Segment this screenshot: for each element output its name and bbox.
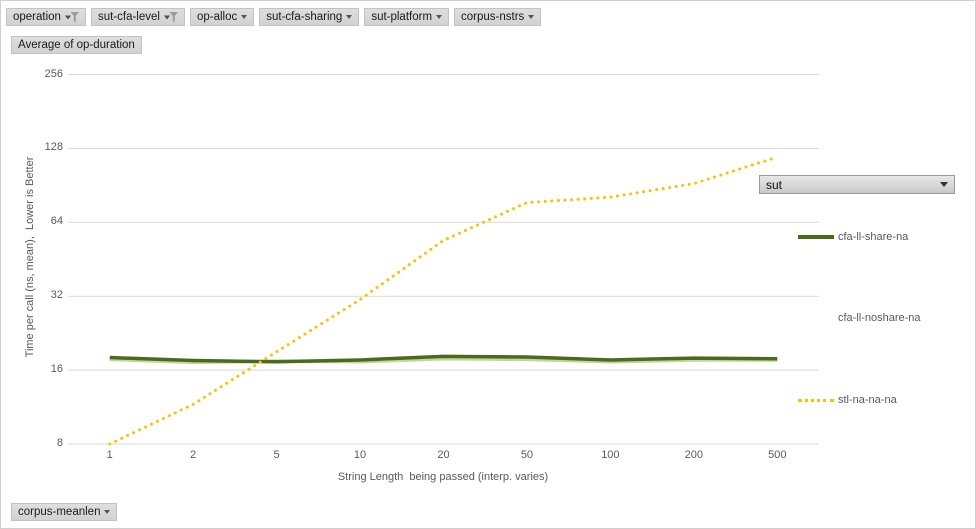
value-field-label: Average of op-duration: [18, 39, 135, 51]
filter-button-label: corpus-nstrs: [461, 11, 525, 23]
filter-funnel-icon: [64, 11, 79, 23]
x-tick-label: 20: [437, 449, 450, 461]
y-tick-label: 128: [44, 141, 63, 154]
value-field-button[interactable]: Average of op-duration: [11, 36, 142, 54]
dropdown-arrow-icon: [940, 182, 948, 187]
legend-field-dropdown-sut[interactable]: sut: [759, 175, 955, 194]
dropdown-arrow-icon: [528, 15, 535, 19]
x-axis-title: String Length being passed (interp. vari…: [337, 471, 549, 483]
legend-line-sample: [798, 398, 834, 402]
filter-button-label: operation: [13, 11, 61, 23]
legend-field-label: sut: [766, 177, 783, 192]
filter-button-op-alloc[interactable]: op-alloc: [189, 8, 255, 26]
filter-button-sut-cfa-level[interactable]: sut-cfa-level: [90, 8, 185, 26]
x-tick-label: 1: [106, 449, 113, 461]
y-tick-label: 8: [56, 437, 63, 449]
filter-button-label: op-alloc: [196, 11, 238, 23]
dropdown-arrow-icon: [104, 510, 111, 514]
axis-field-label: corpus-meanlen: [18, 506, 101, 518]
filter-button-corpus-nstrs[interactable]: corpus-nstrs: [454, 8, 542, 26]
x-tick-label: 10: [353, 449, 367, 461]
filter-button-label: sut-cfa-level: [97, 11, 160, 23]
axis-field-button-corpus-meanlen[interactable]: corpus-meanlen: [11, 503, 118, 521]
filter-button-sut-cfa-sharing[interactable]: sut-cfa-sharing: [259, 8, 360, 26]
legend-label: cfa-ll-share-na: [838, 231, 909, 243]
x-tick-label: 5: [273, 449, 280, 461]
legend-item-cfa-ll-share-na[interactable]: cfa-ll-share-na: [798, 231, 908, 243]
filter-button-label: sut-cfa-sharing: [266, 11, 343, 23]
filter-button-operation[interactable]: operation: [6, 8, 86, 26]
filter-button-label: sut-platform: [371, 11, 433, 23]
x-tick-label: 2: [190, 449, 197, 461]
y-tick-label: 256: [44, 67, 63, 80]
dropdown-arrow-icon: [436, 15, 443, 19]
y-axis-title: Time per call (ns, mean), Lower is Bette…: [24, 156, 36, 358]
legend-item-stl-na-na-na[interactable]: stl-na-na-na: [798, 394, 897, 406]
legend-line-sample: [798, 235, 834, 239]
filter-button-sut-platform[interactable]: sut-platform: [364, 8, 450, 26]
legend-label: stl-na-na-na: [838, 394, 897, 406]
x-tick-label: 100: [601, 449, 620, 461]
dropdown-arrow-icon: [241, 15, 248, 19]
x-tick-label: 50: [520, 449, 534, 461]
x-tick-label: 500: [768, 449, 787, 461]
pivot-filter-bar: operation sut-cfa-level op-alloc sut-cfa…: [6, 8, 546, 26]
y-tick-label: 16: [50, 363, 63, 376]
y-tick-label: 32: [50, 289, 63, 302]
legend-label: cfa-ll-noshare-na: [838, 312, 921, 324]
legend-item-cfa-ll-noshare-na[interactable]: cfa-ll-noshare-na: [838, 312, 921, 324]
filter-funnel-icon: [163, 11, 178, 23]
y-tick-label: 64: [50, 215, 63, 228]
x-tick-label: 200: [684, 449, 703, 461]
dropdown-arrow-icon: [346, 15, 353, 19]
